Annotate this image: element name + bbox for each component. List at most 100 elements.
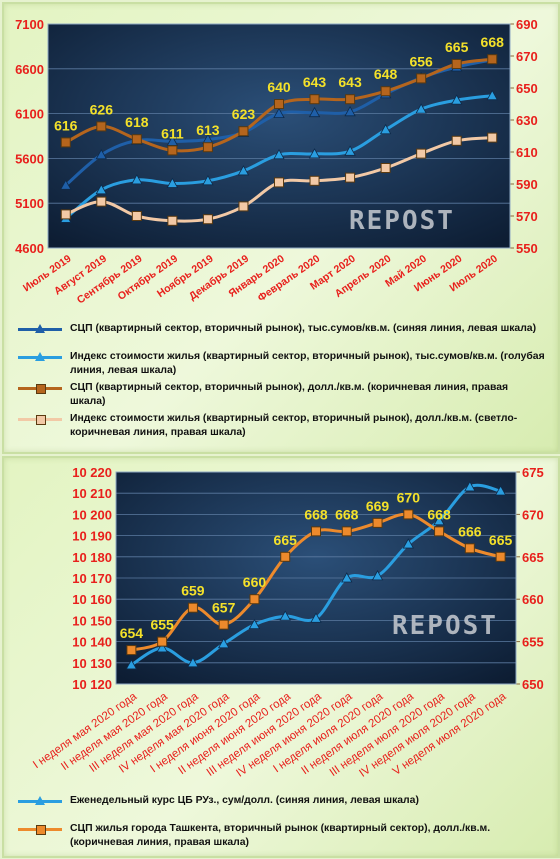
series-point-2	[166, 177, 179, 188]
series-point-3	[487, 54, 498, 65]
series-point-4	[202, 214, 213, 225]
legend-label: СЦП жилья города Ташкента, вторичный рын…	[70, 823, 491, 848]
chart-panel-monthly: 4600 5100 5600 6100 6600 7100 550 570 590 610 630 6…	[2, 2, 560, 454]
series-point-1	[60, 179, 72, 190]
y-left-tick: 10 160	[72, 592, 112, 607]
series-point-1	[402, 538, 414, 549]
series-point-2	[202, 174, 214, 186]
series-point-2	[451, 94, 463, 105]
data-label: 665	[274, 532, 298, 548]
series-point-4	[487, 132, 498, 143]
y-left-tick: 6600	[15, 62, 44, 77]
plot-border	[115, 471, 517, 685]
y-right-tick: 655	[522, 635, 544, 650]
watermark-logo: REPOST	[349, 206, 455, 236]
y-right-tick: 665	[522, 550, 544, 565]
legend-item-3: СЦП (квартирный сектор, вторичный рынок)…	[16, 381, 546, 409]
legend-label: СЦП (квартирный сектор, вторичный рынок)…	[70, 382, 509, 407]
y-right-tick: 660	[522, 592, 544, 607]
y-left-tick: 10 140	[72, 635, 112, 650]
series-point-2	[372, 517, 383, 528]
series-point-1	[273, 107, 285, 118]
data-label: 665	[445, 39, 469, 55]
legend-label: Еженедельный курс ЦБ РУз., сум/долл. (си…	[70, 795, 419, 806]
y-left-tick: 10 170	[72, 571, 112, 586]
data-label: 618	[125, 114, 149, 130]
series-point-4	[274, 177, 284, 188]
y-right-tick: 590	[516, 177, 538, 192]
data-label: 616	[54, 117, 78, 133]
series-point-3	[131, 134, 142, 145]
series-point-4	[451, 135, 462, 146]
data-label: 668	[304, 506, 328, 522]
data-label: 640	[267, 79, 291, 95]
y-left-tick: 10 180	[72, 550, 112, 565]
y-left-tick: 7100	[15, 17, 44, 32]
legend-label: Индекс стоимости жилья (квартирный секто…	[70, 413, 518, 438]
series-point-3	[345, 94, 356, 105]
series-point-3	[238, 126, 249, 137]
series-point-4	[167, 215, 178, 226]
legend-swatch	[16, 412, 64, 426]
series-point-2	[341, 526, 352, 537]
y-left-tick: 10 210	[72, 486, 112, 501]
data-label: 611	[161, 125, 184, 141]
series-point-1	[166, 135, 179, 146]
series-point-1	[308, 106, 321, 118]
series-point-2	[434, 526, 445, 537]
legend-item-1: Еженедельный курс ЦБ РУз., сум/долл. (си…	[16, 794, 546, 808]
data-label: 643	[338, 74, 362, 90]
series-point-2	[486, 89, 498, 101]
y-right-tick: 650	[516, 81, 538, 96]
legend-item-1: СЦП (квартирный сектор, вторичный рынок)…	[16, 322, 546, 336]
series-point-1	[95, 148, 107, 160]
y-right-tick: 630	[516, 113, 538, 128]
series-point-1	[433, 514, 445, 526]
series-point-3	[309, 94, 320, 105]
series-point-2	[495, 551, 506, 562]
y-right-tick: 610	[516, 145, 538, 160]
series-point-3	[167, 145, 178, 156]
data-label: 668	[481, 34, 505, 50]
y-left-tick: 10 130	[72, 656, 112, 671]
legend-item-4: Индекс стоимости жилья (квартирный секто…	[16, 412, 546, 440]
chart-monthly: 4600 5100 5600 6100 6600 7100 550 570 590 610 630 6…	[15, 17, 538, 304]
series-point-1	[279, 610, 291, 621]
series-point-2	[218, 619, 229, 630]
series-point-2	[273, 148, 285, 160]
series-point-4	[60, 209, 71, 220]
series-point-2	[237, 165, 250, 176]
y-left-tick: 10 120	[72, 677, 112, 692]
chart-weekly: 10 120 10 130 10 140 10 150 10 160 10 170 10 1…	[31, 465, 544, 780]
y-left-tick: 5600	[15, 151, 44, 166]
series-point-1	[341, 572, 353, 583]
data-label: 668	[335, 506, 359, 522]
legend-swatch	[16, 822, 64, 836]
legend-swatch	[16, 322, 64, 336]
series-point-1	[218, 637, 230, 649]
y-left-tick: 5100	[15, 196, 44, 211]
y-left-tick: 10 220	[72, 465, 112, 480]
data-label: 626	[90, 101, 114, 117]
legend-label: СЦП (квартирный сектор, вторичный рынок)…	[70, 323, 537, 334]
y-left-tick: 10 190	[72, 529, 112, 544]
series-point-4	[96, 196, 107, 207]
data-label: 643	[303, 74, 327, 90]
y-left-tick: 4600	[15, 241, 44, 256]
series-point-2	[311, 526, 321, 537]
legend-item-2: Индекс стоимости жилья (квартирный секто…	[16, 350, 546, 378]
data-label: 665	[489, 532, 513, 548]
legend-swatch	[16, 794, 64, 808]
data-label: 648	[374, 66, 398, 82]
series-point-2	[249, 594, 260, 605]
series-point-4	[131, 211, 142, 221]
series-point-3	[274, 99, 284, 109]
x-tick-label: Октябрь 2019	[116, 253, 181, 303]
data-label: 666	[458, 523, 482, 539]
series-point-1	[187, 656, 199, 668]
data-label: 654	[120, 625, 144, 641]
plot-border	[47, 23, 511, 249]
series-point-4	[345, 172, 356, 183]
series-point-3	[96, 121, 107, 132]
legend-item-2: СЦП жилья города Ташкента, вторичный рын…	[16, 822, 546, 850]
